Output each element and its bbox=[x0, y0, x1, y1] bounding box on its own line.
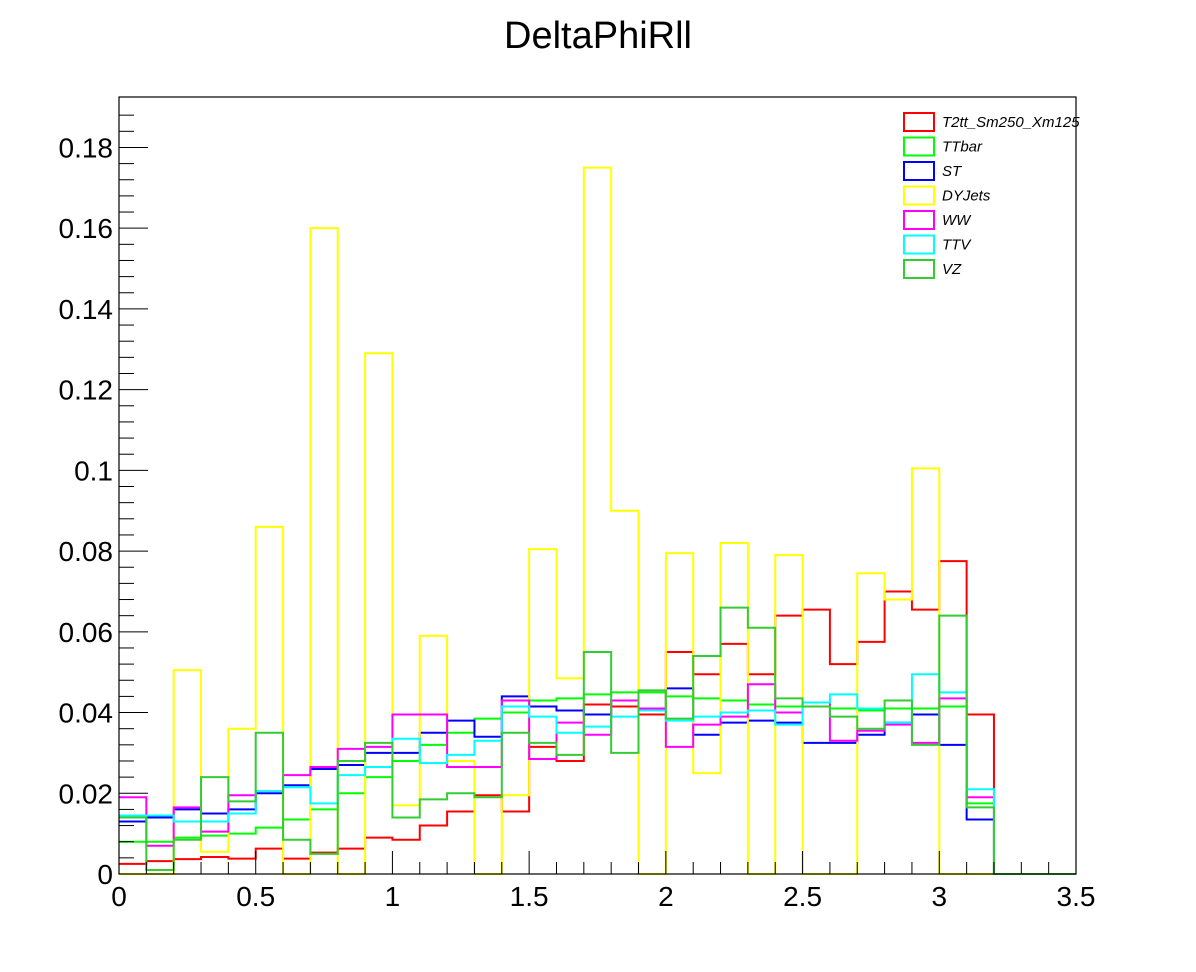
chart-title: DeltaPhiRll bbox=[504, 15, 692, 57]
x-tick-label: 3 bbox=[931, 881, 947, 912]
legend-swatch bbox=[903, 210, 935, 230]
y-tick-label: 0.12 bbox=[59, 375, 114, 406]
y-tick-label: 0.06 bbox=[59, 617, 114, 648]
y-tick-label: 0.02 bbox=[59, 778, 114, 809]
series-line-ttv bbox=[119, 673, 1076, 875]
y-tick-label: 0.16 bbox=[59, 213, 114, 244]
y-tick-label: 0.04 bbox=[59, 698, 114, 729]
x-tick-label: 2 bbox=[658, 881, 674, 912]
plot-frame bbox=[118, 96, 1077, 875]
legend-swatch bbox=[903, 259, 935, 279]
x-tick-label: 0 bbox=[111, 881, 127, 912]
series-line-vz bbox=[119, 606, 1076, 875]
x-tick-label: 0.5 bbox=[236, 881, 275, 912]
series-layer bbox=[119, 166, 1076, 875]
legend-swatch bbox=[903, 234, 935, 255]
legend-label: VZ bbox=[942, 261, 962, 278]
legend-swatch bbox=[903, 136, 935, 157]
legend-label: WW bbox=[942, 212, 972, 229]
x-tick-label: 1 bbox=[385, 881, 401, 912]
legend-swatch bbox=[903, 161, 935, 181]
x-tick-label: 2.5 bbox=[783, 881, 822, 912]
legend-label: DYJets bbox=[942, 188, 991, 205]
y-tick-label: 0.1 bbox=[74, 455, 113, 486]
y-tick-label: 0.08 bbox=[59, 536, 114, 567]
y-tick-label: 0.14 bbox=[59, 294, 114, 325]
legend-label: TTbar bbox=[942, 139, 983, 156]
legend-label: ST bbox=[942, 163, 963, 180]
legend-label: T2tt_Sm250_Xm125 bbox=[942, 114, 1080, 131]
legend-swatch bbox=[903, 185, 935, 206]
y-tick-label: 0.18 bbox=[59, 132, 114, 163]
series-line-dyjets bbox=[119, 166, 1076, 875]
axis-layer: 0 0.5 1 1.5 2 2.5 3 3.5 0 0.02 0.04 0.06 0.08 0.1 0.12… bbox=[59, 114, 1096, 912]
legend: T2tt_Sm250_Xm125 TTbar ST DYJets WW TTV VZ bbox=[903, 112, 1080, 279]
x-tick-label: 3.5 bbox=[1057, 881, 1096, 912]
y-tick-label: 0 bbox=[97, 859, 113, 890]
legend-swatch bbox=[903, 112, 935, 132]
x-tick-label: 1.5 bbox=[510, 881, 549, 912]
legend-label: TTV bbox=[942, 237, 972, 254]
